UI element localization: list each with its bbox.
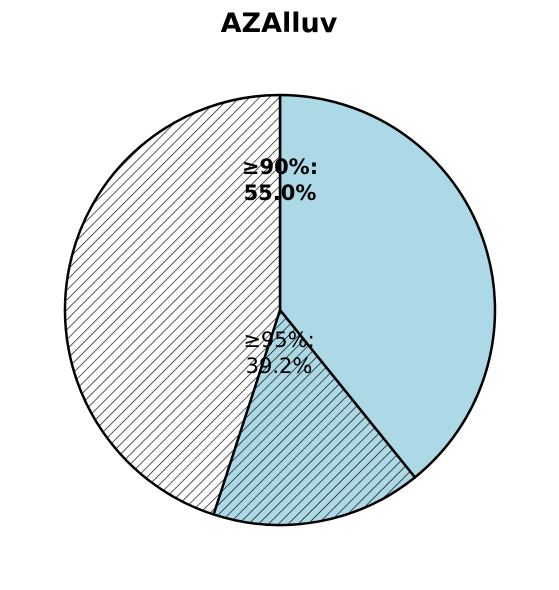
pie-slices [63, 93, 497, 527]
pie-label-95-line1: ≥95%: [243, 328, 314, 352]
pie-label-90-line2: 55.0% [244, 181, 317, 205]
chart-title: AZAlluv [221, 8, 338, 39]
pie-slice-0 [280, 95, 495, 478]
pie-label-95-line2: 39.2% [246, 354, 313, 378]
pie-slice-1-edge [212, 308, 417, 527]
pie-label-90-line1: ≥90%: [242, 155, 318, 179]
pie-slice-1-hatch [213, 310, 415, 526]
pie-slice-0-edge [278, 93, 497, 479]
pie-label-95: ≥95%: 39.2% [243, 328, 314, 378]
pie-label-90: ≥90%: 55.0% [242, 155, 318, 205]
pie-slice-2-edge [63, 93, 282, 516]
pie-slice-2-hatch [64, 94, 280, 515]
